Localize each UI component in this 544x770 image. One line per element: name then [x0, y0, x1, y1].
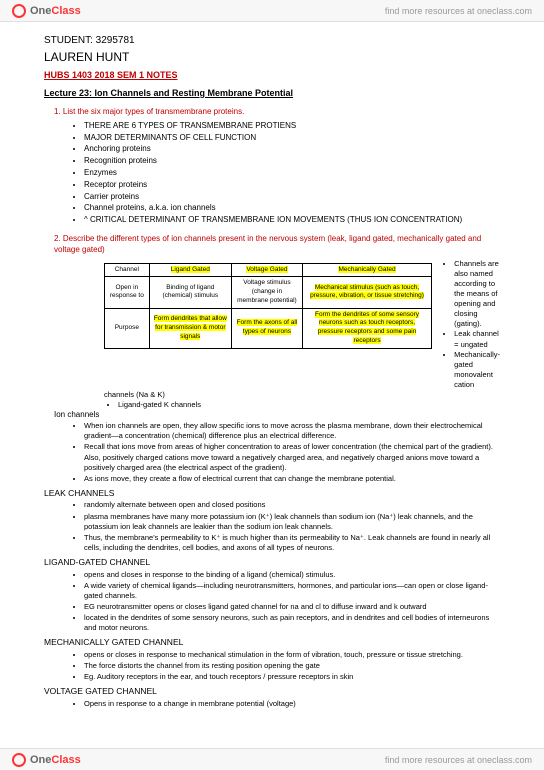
leak-list: randomly alternate between open and clos…	[44, 500, 500, 553]
ion-list: When ion channels are open, they allow s…	[44, 421, 500, 484]
list-item: ^ CRITICAL DETERMINANT OF TRANSMEMBRANE …	[84, 215, 500, 226]
top-bar: OneClass find more resources at oneclass…	[0, 0, 544, 22]
list-item: opens or closes in response to mechanica…	[84, 650, 500, 660]
td: Mechanical stimulus (such as touch, pres…	[302, 277, 431, 308]
table-row: Channel Ligand Gated Voltage Gated Mecha…	[105, 263, 432, 277]
list-item: Receptor proteins	[84, 180, 500, 191]
table-row: Purpose Form dendrites that allow for tr…	[105, 308, 432, 348]
logo[interactable]: OneClass	[12, 4, 81, 18]
td: Binding of ligand (chemical) stimulus	[149, 277, 231, 308]
ion-channels-label: Ion channels	[54, 410, 500, 421]
td: Voltage stimulus (change in membrane pot…	[231, 277, 302, 308]
th: Voltage Gated	[231, 263, 302, 277]
list-item: randomly alternate between open and clos…	[84, 500, 500, 510]
list-item: THERE ARE 6 TYPES OF TRANSMEMBRANE PROTI…	[84, 121, 500, 132]
list-item-red: Channel proteins, a.k.a. ion channels	[84, 203, 500, 214]
list-item: Opens in response to a change in membran…	[84, 699, 500, 709]
student-name: LAUREN HUNT	[44, 49, 500, 65]
list-item: plasma membranes have many more potassiu…	[84, 512, 500, 532]
list-item: A wide variety of chemical ligands—inclu…	[84, 581, 500, 601]
list-item: opens and closes in response to the bind…	[84, 570, 500, 580]
list-item: When ion channels are open, they allow s…	[84, 421, 500, 441]
q1-list: THERE ARE 6 TYPES OF TRANSMEMBRANE PROTI…	[44, 121, 500, 226]
document-body: STUDENT: 3295781 LAUREN HUNT HUBS 1403 2…	[0, 22, 544, 743]
td: Purpose	[105, 308, 150, 348]
footer-link[interactable]: find more resources at oneclass.com	[385, 755, 532, 765]
side-note: Channels are also named according to the…	[454, 259, 500, 330]
header-link[interactable]: find more resources at oneclass.com	[385, 6, 532, 16]
volt-title: VOLTAGE GATED CHANNEL	[44, 686, 500, 697]
table-row: Open in response to Binding of ligand (c…	[105, 277, 432, 308]
ligand-list: opens and closes in response to the bind…	[44, 570, 500, 634]
side-notes: Channels are also named according to the…	[432, 259, 500, 391]
logo-icon	[12, 753, 26, 767]
th: Ligand Gated	[149, 263, 231, 277]
list-item: Enzymes	[84, 168, 500, 179]
logo-text-class: Class	[51, 5, 80, 17]
channel-table: Channel Ligand Gated Voltage Gated Mecha…	[104, 263, 432, 349]
ligand-title: LIGAND-GATED CHANNEL	[44, 557, 500, 568]
post-table-text: channels (Na & K) Ligand-gated K channel…	[44, 390, 500, 410]
volt-list: Opens in response to a change in membran…	[44, 699, 500, 709]
logo-text-one: One	[30, 754, 51, 766]
list-item: The force distorts the channel from its …	[84, 661, 500, 671]
list-item: MAJOR DETERMINANTS OF CELL FUNCTION	[84, 133, 500, 144]
table-with-sidenotes: Channel Ligand Gated Voltage Gated Mecha…	[44, 259, 500, 391]
mech-title: MECHANICALLY GATED CHANNEL	[44, 637, 500, 648]
list-item: Anchoring proteins	[84, 144, 500, 155]
td: Form dendrites that allow for transmissi…	[149, 308, 231, 348]
question-2: 2. Describe the different types of ion c…	[44, 234, 500, 256]
logo-text-one: One	[30, 5, 51, 17]
list-item: As ions move, they create a flow of elec…	[84, 474, 500, 484]
th: Channel	[105, 263, 150, 277]
question-1: 1. List the six major types of transmemb…	[44, 107, 500, 118]
td: Form the axons of all types of neurons	[231, 308, 302, 348]
list-item: Eg. Auditory receptors in the ear, and t…	[84, 672, 500, 682]
bottom-bar: OneClass find more resources at oneclass…	[0, 748, 544, 770]
list-item: EG neurotransmitter opens or closes liga…	[84, 602, 500, 612]
side-note: Leak channel = ungated	[454, 329, 500, 349]
leak-title: LEAK CHANNELS	[44, 488, 500, 499]
td: Form the dendrites of some sensory neuro…	[302, 308, 431, 348]
lecture-title: Lecture 23: Ion Channels and Resting Mem…	[44, 87, 500, 99]
logo-icon	[12, 4, 26, 18]
side-note: Mechanically-gated monovalent cation	[454, 350, 500, 391]
logo-text-class: Class	[51, 754, 80, 766]
th: Mechanically Gated	[302, 263, 431, 277]
td: Open in response to	[105, 277, 150, 308]
list-item: located in the dendrites of some sensory…	[84, 613, 500, 633]
course-title: HUBS 1403 2018 SEM 1 NOTES	[44, 69, 500, 81]
list-item-red: Carrier proteins	[84, 192, 500, 203]
list-item: Recall that ions move from areas of high…	[84, 442, 500, 472]
logo[interactable]: OneClass	[12, 753, 81, 767]
mech-list: opens or closes in response to mechanica…	[44, 650, 500, 682]
list-item: Recognition proteins	[84, 156, 500, 167]
list-item: Thus, the membrane's permeability to K⁺ …	[84, 533, 500, 553]
student-id: STUDENT: 3295781	[44, 34, 500, 48]
